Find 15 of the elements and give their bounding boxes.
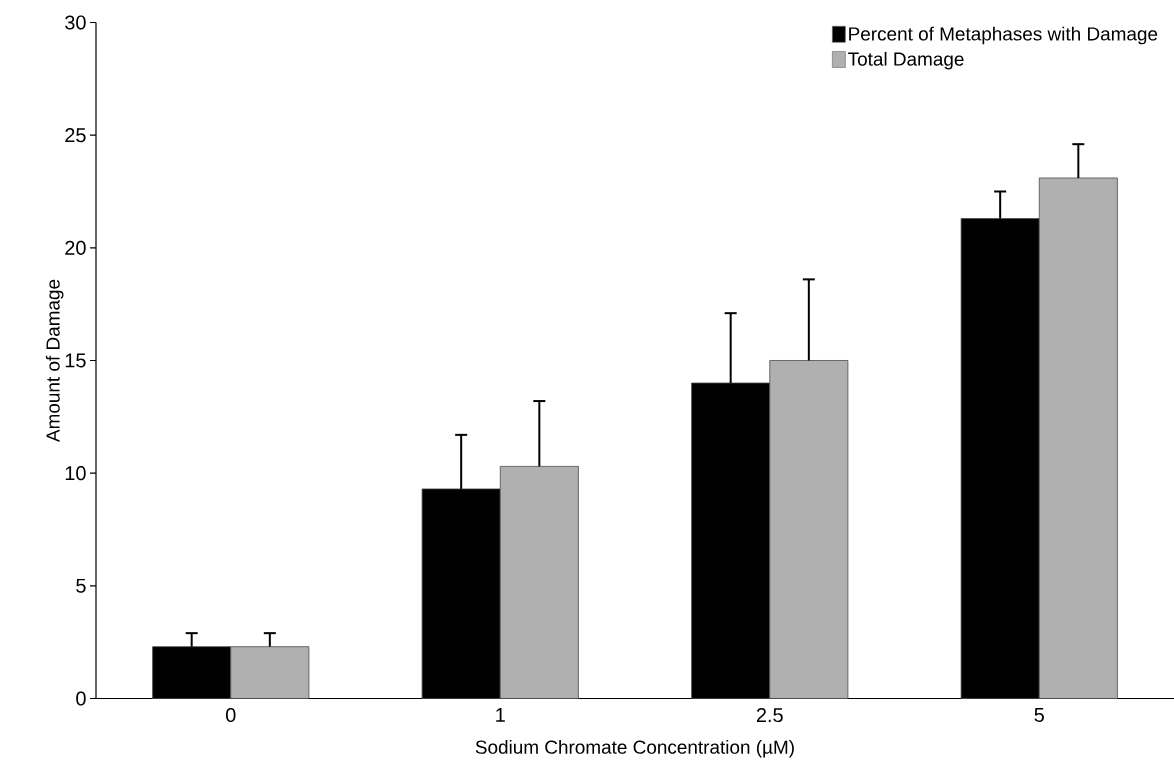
y-axis-title: Amount of Damage bbox=[45, 279, 64, 443]
y-tick-label: 10 bbox=[65, 466, 86, 481]
legend-label: Total Damage bbox=[848, 51, 964, 70]
x-tick-label: 2.5 bbox=[756, 708, 783, 723]
x-tick-label: 5 bbox=[1034, 708, 1044, 722]
y-tick-label: 30 bbox=[65, 15, 86, 30]
y-tick-label: 20 bbox=[65, 240, 86, 255]
x-tick-label: 0 bbox=[225, 708, 236, 723]
y-tick-label: 25 bbox=[65, 128, 86, 143]
y-tick-label: 15 bbox=[65, 353, 86, 368]
x-tick-label: 1 bbox=[496, 708, 505, 722]
x-axis-title: Sodium Chromate Concentration (µM) bbox=[475, 739, 794, 758]
legend-label: Percent of Metaphases with Damage bbox=[849, 26, 1158, 45]
y-tick-label: 5 bbox=[76, 578, 86, 593]
y-tick-label: 0 bbox=[76, 691, 86, 706]
